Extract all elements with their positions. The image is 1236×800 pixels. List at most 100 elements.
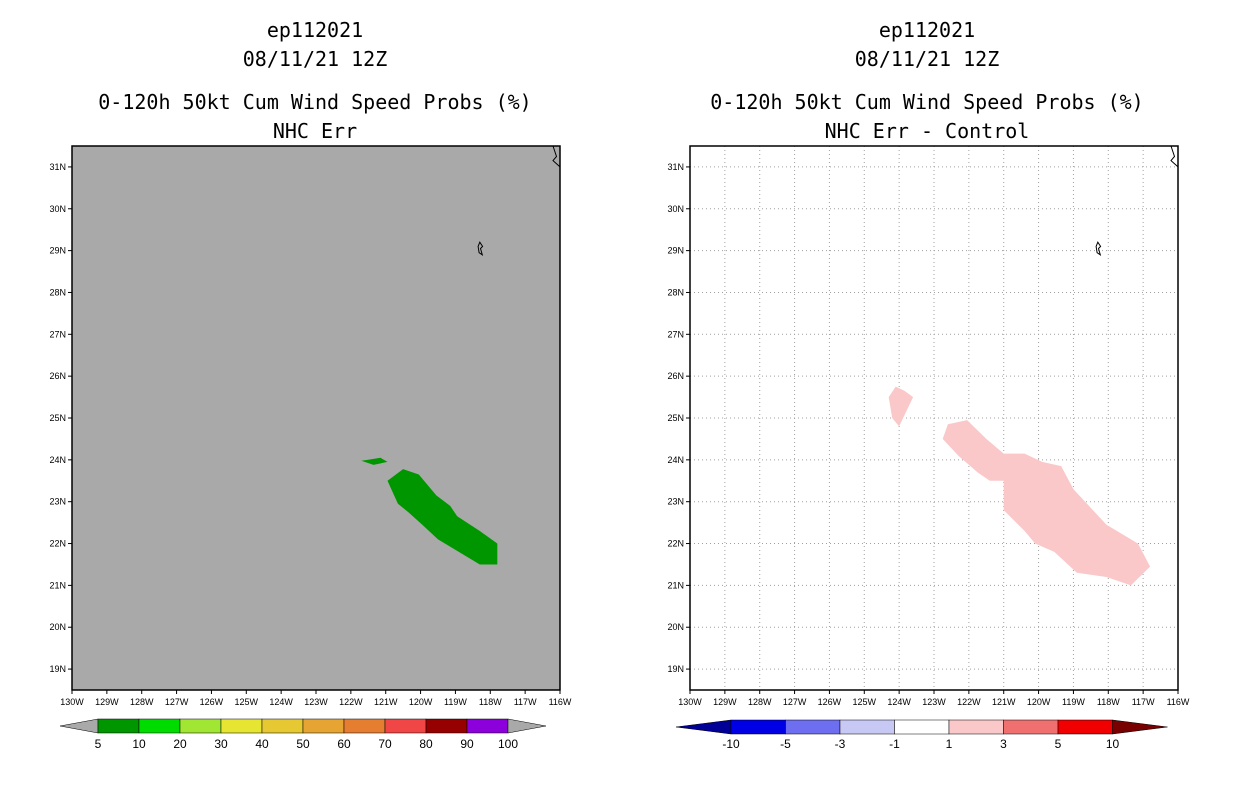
y-tick-label: 27N bbox=[49, 329, 66, 339]
y-tick-label: 26N bbox=[49, 371, 66, 381]
left-product-title: 0-120h 50kt Cum Wind Speed Probs (%) bbox=[98, 90, 532, 114]
x-tick-label: 123W bbox=[922, 697, 946, 707]
y-tick-label: 23N bbox=[667, 497, 684, 507]
x-tick-label: 126W bbox=[818, 697, 842, 707]
colorbar-label: 70 bbox=[378, 737, 392, 751]
coastline bbox=[1170, 145, 1179, 168]
x-tick-label: 130W bbox=[60, 697, 84, 707]
guadalupe-island bbox=[477, 241, 484, 256]
colorbar-box bbox=[384, 718, 427, 734]
y-tick-label: 27N bbox=[667, 329, 684, 339]
colorbar-2: -10 -5 -3 -1 1 3 5 10 bbox=[675, 719, 1168, 751]
y-tick-label: 23N bbox=[49, 497, 66, 507]
x-tick-label: 119W bbox=[444, 697, 467, 707]
colorbar-box bbox=[179, 718, 222, 734]
x-tick-label: 129W bbox=[95, 697, 119, 707]
colorbar-label: 5 bbox=[95, 737, 102, 751]
x-tick-label: 117W bbox=[1132, 697, 1155, 707]
colorbar-label: 80 bbox=[419, 737, 433, 751]
x-tick-label: 127W bbox=[783, 697, 807, 707]
colorbar-box bbox=[343, 718, 386, 734]
colorbar-label: 50 bbox=[296, 737, 310, 751]
x-tick-label: 120W bbox=[1027, 697, 1051, 707]
colorbar-label: 30 bbox=[214, 737, 228, 751]
colorbar-extend-high bbox=[507, 718, 547, 734]
colorbar-label: 40 bbox=[255, 737, 269, 751]
x-tick-label: 122W bbox=[957, 697, 981, 707]
colorbar-extend-low bbox=[675, 719, 732, 735]
colorbar-box bbox=[894, 719, 950, 735]
y-tick-label: 31N bbox=[667, 162, 684, 172]
colorbar-label: 1 bbox=[946, 737, 953, 751]
y-tick-label: 25N bbox=[667, 413, 684, 423]
probability-contour-1-3 bbox=[888, 386, 914, 427]
y-tick-label: 24N bbox=[667, 455, 684, 465]
map-panel-1: 130W 129W 128W 127W 126W 125W 124W 123W 122W 121W… bbox=[49, 145, 572, 707]
colorbar-box bbox=[466, 718, 509, 734]
y-tick-label: 24N bbox=[49, 455, 66, 465]
y-tick-label: 28N bbox=[49, 287, 66, 297]
y-tick-label: 28N bbox=[667, 287, 684, 297]
x-tick-label: 125W bbox=[235, 697, 259, 707]
x-tick-label: 126W bbox=[200, 697, 224, 707]
colorbar-label: 100 bbox=[498, 737, 518, 751]
colorbar-label: 3 bbox=[1000, 737, 1007, 751]
y-tick-label: 21N bbox=[49, 580, 66, 590]
right-datetime: 08/11/21 12Z bbox=[854, 47, 1000, 71]
x-tick-label: 117W bbox=[514, 697, 537, 707]
x-tick-label: 130W bbox=[678, 697, 702, 707]
x-tick-label: 124W bbox=[887, 697, 911, 707]
x-tick-label: 121W bbox=[374, 697, 398, 707]
y-tick-label: 29N bbox=[667, 246, 684, 256]
x-tick-label: 128W bbox=[130, 697, 154, 707]
colorbar-box bbox=[730, 719, 786, 735]
x-tick-label: 116W bbox=[1167, 697, 1190, 707]
colorbar-box bbox=[948, 719, 1004, 735]
right-panel-title-block: ep112021 08/11/21 12Z 0-120h 50kt Cum Wi… bbox=[647, 16, 1207, 146]
colorbar-label: 60 bbox=[337, 737, 351, 751]
y-tick-label: 29N bbox=[49, 246, 66, 256]
x-tick-label: 118W bbox=[479, 697, 502, 707]
y-tick-label: 21N bbox=[667, 580, 684, 590]
colorbar-label: 90 bbox=[460, 737, 474, 751]
colorbar-label: -3 bbox=[835, 737, 846, 751]
colorbar-label: -5 bbox=[780, 737, 791, 751]
x-tick-label: 123W bbox=[304, 697, 328, 707]
probability-contour-5-10 bbox=[361, 457, 388, 465]
right-product-title: 0-120h 50kt Cum Wind Speed Probs (%) bbox=[710, 90, 1144, 114]
right-subtitle: NHC Err - Control bbox=[824, 119, 1030, 143]
x-tick-label: 128W bbox=[748, 697, 772, 707]
x-tick-label: 124W bbox=[269, 697, 293, 707]
colorbar-box bbox=[1003, 719, 1059, 735]
colorbar-box bbox=[220, 718, 263, 734]
colorbar-box bbox=[138, 718, 181, 734]
coastline bbox=[552, 145, 561, 168]
x-tick-label: 121W bbox=[992, 697, 1016, 707]
colorbar-extend-high bbox=[1112, 719, 1168, 735]
x-tick-label: 120W bbox=[409, 697, 433, 707]
x-tick-label: 127W bbox=[165, 697, 189, 707]
probability-contour-5-10 bbox=[387, 469, 498, 565]
x-tick-label: 118W bbox=[1097, 697, 1120, 707]
probability-contour-1-3 bbox=[942, 420, 1151, 586]
y-tick-label: 20N bbox=[667, 622, 684, 632]
map-panel-2: 130W 129W 128W 127W 126W 125W 124W 123W 122W 121W… bbox=[667, 145, 1190, 707]
colorbar-label: 10 bbox=[132, 737, 146, 751]
colorbar-label: -10 bbox=[722, 737, 740, 751]
colorbar-label: 20 bbox=[173, 737, 187, 751]
colorbar-box bbox=[302, 718, 345, 734]
x-tick-label: 122W bbox=[339, 697, 363, 707]
colorbar-box bbox=[785, 719, 841, 735]
left-panel-title-block: ep112021 08/11/21 12Z 0-120h 50kt Cum Wi… bbox=[35, 16, 595, 146]
colorbar-box bbox=[261, 718, 304, 734]
colorbar-box bbox=[1057, 719, 1113, 735]
colorbar-label: 10 bbox=[1106, 737, 1120, 751]
y-tick-label: 19N bbox=[49, 664, 66, 674]
y-tick-label: 30N bbox=[49, 204, 66, 214]
left-datetime: 08/11/21 12Z bbox=[242, 47, 388, 71]
colorbar-box bbox=[97, 718, 140, 734]
x-tick-label: 125W bbox=[853, 697, 877, 707]
colorbar-1: 5 10 20 30 40 50 60 70 80 90 100 bbox=[59, 718, 547, 751]
left-storm-id: ep112021 bbox=[266, 18, 364, 42]
y-tick-label: 20N bbox=[49, 622, 66, 632]
